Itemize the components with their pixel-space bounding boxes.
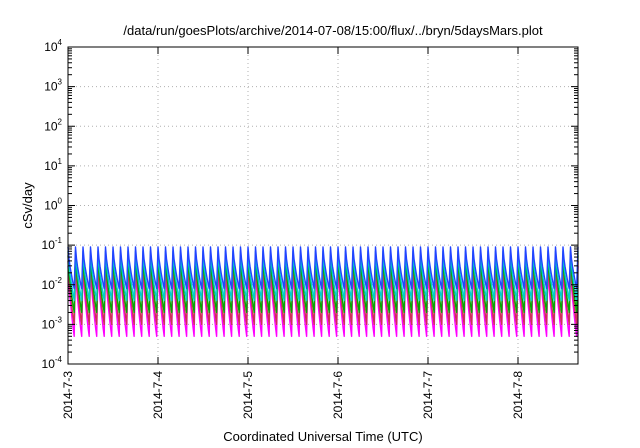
y-tick-label: 10-4: [42, 355, 63, 371]
y-tick-label: 102: [44, 117, 62, 133]
y-tick-label: 10-2: [42, 276, 63, 292]
y-tick-label: 10-3: [42, 315, 63, 331]
series-line-5: [67, 246, 579, 290]
y-tick-label: 104: [44, 38, 62, 54]
x-tick-label: 2014-7-6: [331, 371, 345, 419]
x-tick-label: 2014-7-3: [61, 371, 75, 419]
y-tick-label: 103: [44, 78, 62, 94]
x-tick-label: 2014-7-5: [241, 371, 255, 419]
y-axis-label: cSv/day: [20, 182, 35, 229]
x-tick-label: 2014-7-4: [151, 371, 165, 419]
x-axis-ticks: 2014-7-3 2014-7-4 2014-7-5 2014-7-6 2014-7-7…: [61, 47, 525, 419]
y-tick-label: 100: [44, 197, 62, 213]
y-axis-ticks: 10-4 10-3 10-2 10-1 100 101 102 103 104: [42, 38, 578, 371]
x-axis-label: Coordinated Universal Time (UTC): [223, 429, 422, 444]
x-tick-label: 2014-7-8: [511, 371, 525, 419]
x-tick-label: 2014-7-7: [421, 371, 435, 419]
chart-title: /data/run/goesPlots/archive/2014-07-08/1…: [123, 23, 543, 38]
y-tick-label: 101: [44, 157, 62, 173]
y-tick-label: 10-1: [42, 236, 63, 252]
series-layer: [67, 246, 579, 337]
